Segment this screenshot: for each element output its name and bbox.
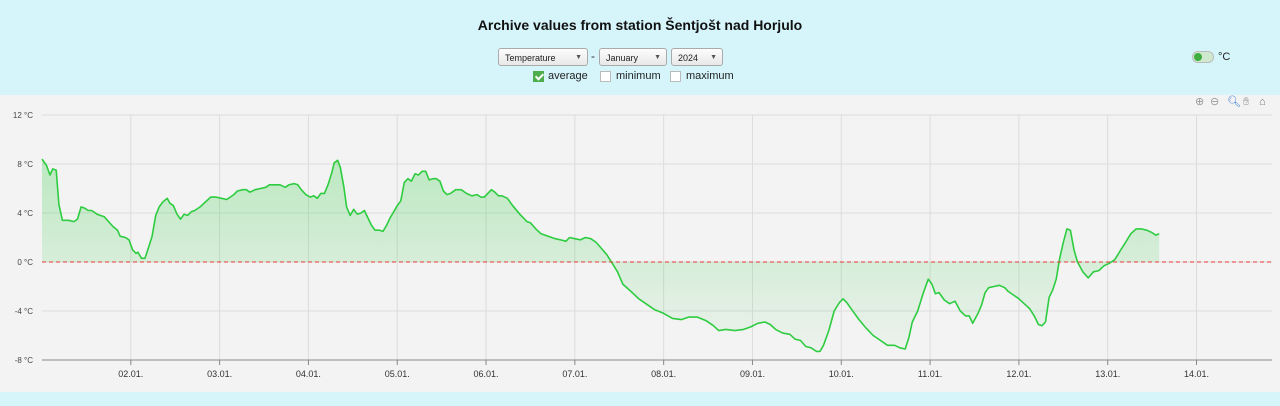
- quantity-select-value: Temperature: [505, 53, 556, 63]
- y-tick-label: -4 °C: [15, 307, 34, 316]
- series-area: [42, 159, 1160, 352]
- pan-hand-icon[interactable]: ✋︎: [1243, 96, 1250, 108]
- minimum-checkbox[interactable]: [600, 71, 611, 82]
- x-tick-label: 10.01.: [829, 369, 854, 379]
- x-tick-label: 09.01.: [740, 369, 765, 379]
- unit-toggle[interactable]: [1192, 51, 1214, 63]
- y-tick-label: 8 °C: [17, 160, 33, 169]
- home-icon[interactable]: ⌂: [1259, 96, 1266, 108]
- chevron-down-icon: ▼: [575, 54, 582, 61]
- average-label: average: [548, 70, 588, 82]
- y-tick-label: -8 °C: [15, 356, 34, 365]
- page-title: Archive values from station Šentjošt nad…: [477, 17, 803, 33]
- x-tick-label: 03.01.: [207, 369, 232, 379]
- chevron-down-icon: ▼: [710, 54, 717, 61]
- x-tick-label: 14.01.: [1184, 369, 1209, 379]
- x-tick-label: 11.01.: [918, 369, 942, 379]
- maximum-checkbox[interactable]: [670, 71, 681, 82]
- minimum-label: minimum: [616, 70, 661, 82]
- y-tick-label: 4 °C: [17, 209, 33, 218]
- x-tick-label: 12.01.: [1006, 369, 1031, 379]
- year-select-value: 2024: [678, 53, 699, 63]
- x-tick-label: 13.01.: [1095, 369, 1120, 379]
- month-select[interactable]: January ▼: [599, 48, 667, 66]
- series-checkboxes: average minimum maximum: [0, 70, 1280, 85]
- series-line: [41, 158, 1160, 353]
- x-tick-label: 06.01.: [474, 369, 499, 379]
- x-tick-label: 08.01.: [651, 369, 676, 379]
- temperature-chart: 12 °C 8 °C 4 °C 0 °C -4 °C -8 °C 02.01. 03.01. 0…: [13, 111, 1272, 379]
- magnify-icon[interactable]: 🔍︎: [1227, 96, 1241, 108]
- zoom-out-icon[interactable]: ⊖: [1210, 96, 1220, 108]
- quantity-select[interactable]: Temperature ▼: [498, 48, 588, 66]
- maximum-label: maximum: [686, 70, 734, 82]
- x-tick-label: 07.01.: [562, 369, 587, 379]
- month-select-value: January: [606, 53, 639, 63]
- average-checkbox[interactable]: [533, 71, 544, 82]
- unit-toggle-label: °C: [1218, 51, 1231, 63]
- zoom-in-icon[interactable]: ⊕: [1195, 96, 1205, 108]
- header: Archive values from station Šentjošt nad…: [0, 0, 1280, 95]
- chevron-down-icon: ▼: [654, 54, 661, 61]
- y-tick-label: 12 °C: [13, 111, 33, 120]
- y-tick-label: 0 °C: [17, 258, 33, 267]
- x-tick-label: 05.01.: [385, 369, 410, 379]
- year-select[interactable]: 2024 ▼: [671, 48, 723, 66]
- x-tick-label: 04.01.: [296, 369, 321, 379]
- x-tick-label: 02.01.: [118, 369, 143, 379]
- separator: -: [591, 49, 595, 63]
- toggle-knob: [1194, 53, 1202, 61]
- filter-controls: Temperature ▼ - January ▼ 2024 ▼: [0, 48, 1280, 68]
- chart-area: 12 °C 8 °C 4 °C 0 °C -4 °C -8 °C 02.01. 03.01. 0…: [0, 95, 1280, 392]
